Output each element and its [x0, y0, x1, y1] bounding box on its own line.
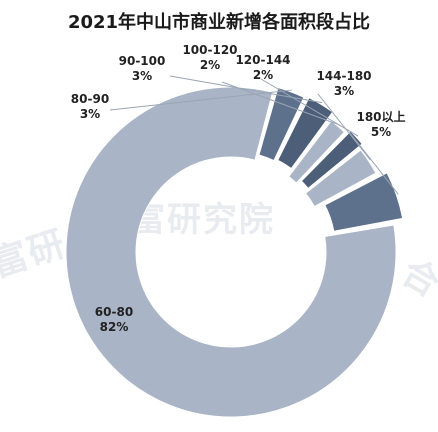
donut-slice — [324, 172, 404, 232]
slice-category-label: 144-180 — [316, 69, 371, 83]
leader-line — [349, 132, 399, 195]
slice-percent-label: 3% — [80, 107, 100, 121]
slice-percent-label: 3% — [132, 69, 152, 83]
slice-percent-label: 82% — [100, 320, 129, 334]
slice-category-label: 100-120 — [182, 43, 237, 57]
slice-category-label: 90-100 — [119, 54, 166, 68]
slice-category-label: 180以上 — [356, 109, 405, 124]
slice-category-label: 120-144 — [235, 53, 290, 67]
chart-title: 2021年中山市商业新增各面积段占比 — [67, 12, 371, 33]
leader-lines — [109, 75, 399, 195]
leader-line — [260, 78, 359, 137]
donut-slice — [304, 149, 377, 208]
donut-slice — [65, 86, 397, 418]
slice-category-label: 80-90 — [71, 92, 109, 106]
leader-line — [109, 89, 292, 111]
slice-percent-label: 2% — [200, 58, 220, 72]
slice-percent-label: 5% — [371, 125, 391, 139]
leader-line — [221, 81, 340, 126]
donut-slice — [300, 130, 363, 190]
leader-line — [169, 75, 323, 104]
slice-category-label: 60-80 — [95, 305, 133, 319]
donut-slice — [288, 120, 346, 184]
donut-slices — [65, 86, 404, 418]
leader-line — [317, 93, 371, 161]
slice-percent-label: 2% — [253, 68, 273, 82]
slice-percent-label: 3% — [334, 84, 354, 98]
